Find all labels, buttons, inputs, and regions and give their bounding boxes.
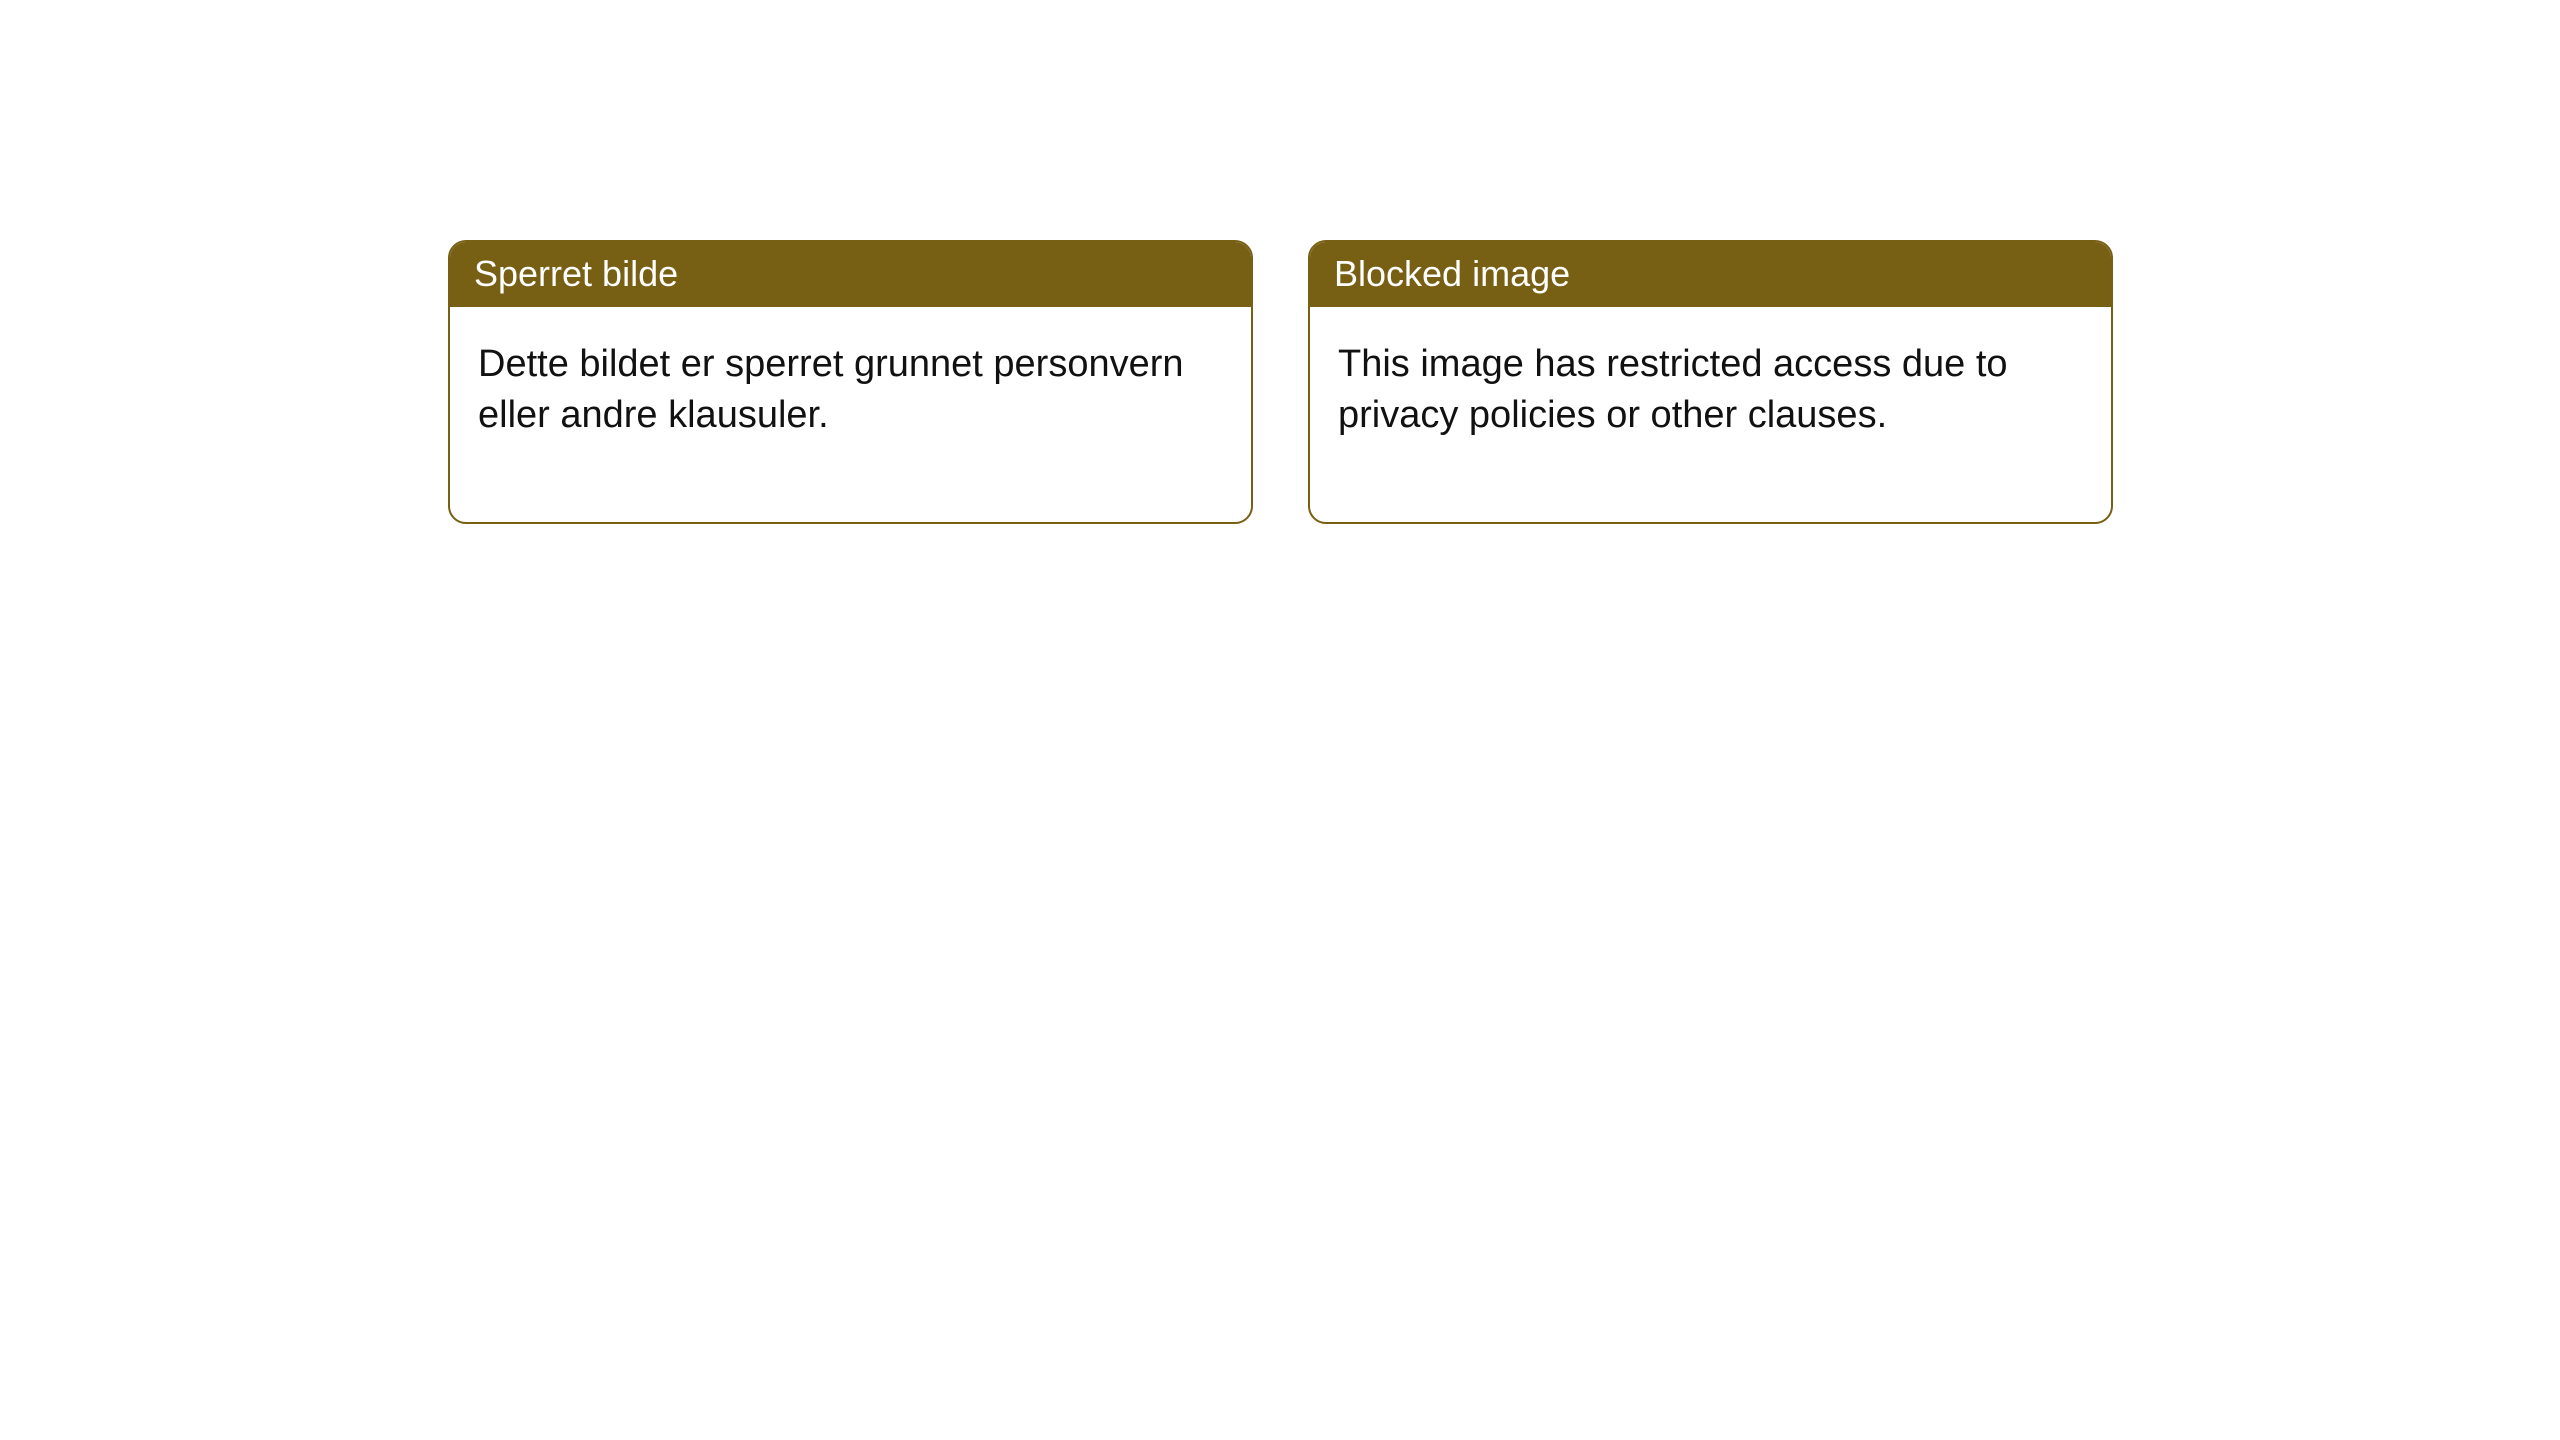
notice-container: Sperret bilde Dette bildet er sperret gr… <box>448 240 2113 524</box>
notice-card-english: Blocked image This image has restricted … <box>1308 240 2113 524</box>
notice-body-english: This image has restricted access due to … <box>1310 307 2111 522</box>
notice-title-english: Blocked image <box>1310 242 2111 307</box>
notice-card-norwegian: Sperret bilde Dette bildet er sperret gr… <box>448 240 1253 524</box>
notice-body-norwegian: Dette bildet er sperret grunnet personve… <box>450 307 1251 522</box>
notice-title-norwegian: Sperret bilde <box>450 242 1251 307</box>
